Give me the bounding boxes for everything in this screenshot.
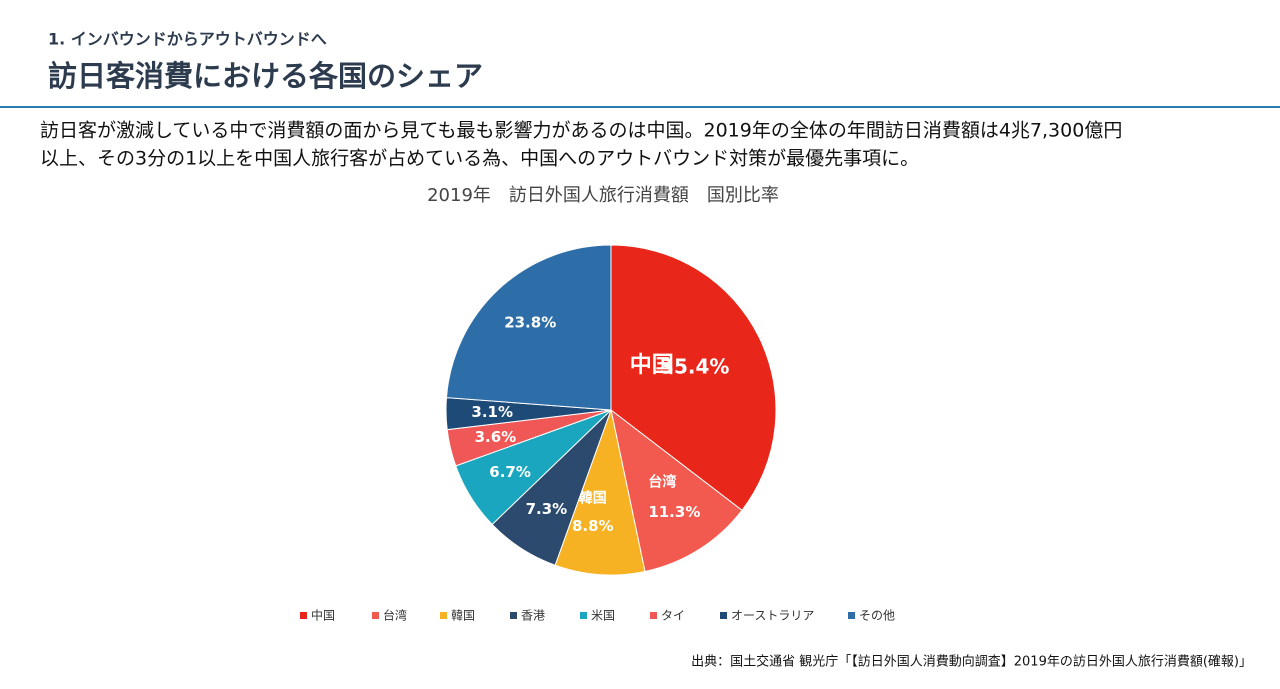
legend-label: 香港 [521,609,545,623]
legend-swatch [650,612,657,619]
legend-swatch [440,612,447,619]
data-label: 8.8% [572,517,614,535]
legend-label: その他 [859,609,895,623]
legend-label: 韓国 [451,609,475,623]
data-label: 23.8% [504,313,556,331]
body-line: 訪日客が激減している中で消費額の面から見ても最も影響力があるのは中国。2019年… [40,120,1122,142]
legend-swatch [510,612,517,619]
legend-label: タイ [661,609,685,623]
pie-slice [610,408,743,573]
legend-swatch [300,612,307,619]
pie-slice [445,244,612,411]
legend-swatch [720,612,727,619]
body-line: 以上、その3分の1以上を中国人旅行客が占めている為、中国へのアウトバウンド対策が… [40,148,919,170]
slice-name: 韓国 [579,490,607,507]
legend-label: オーストラリア [731,609,814,623]
data-label: 7.3% [526,500,568,518]
data-label: 6.7% [489,463,531,481]
data-label: 35.4% [660,355,729,379]
pie-slice [610,244,777,512]
legend-swatch [848,612,855,619]
title: 訪日客消費における各国のシェア [48,59,483,93]
pie-slice [554,408,646,576]
legend-label: 米国 [591,609,615,623]
slice-name: 台湾 [648,474,676,491]
legend-swatch [580,612,587,619]
legend-label: 中国 [311,608,335,623]
legend-label: 台湾 [383,608,407,623]
data-label: 3.1% [471,403,513,421]
chart-title: 2019年 訪日外国人旅行消費額 国別比率 [427,185,779,206]
source: 出典：国土交通省 観光庁「【訪日外国人消費動向調査】2019年の訪日外国人旅行消… [691,654,1252,670]
slice-name: 中国 [630,353,674,378]
data-label: 3.6% [475,428,517,446]
section: 1. インバウンドからアウトバウンドへ [48,30,327,49]
legend-swatch [372,612,379,619]
data-label: 11.3% [648,503,700,521]
